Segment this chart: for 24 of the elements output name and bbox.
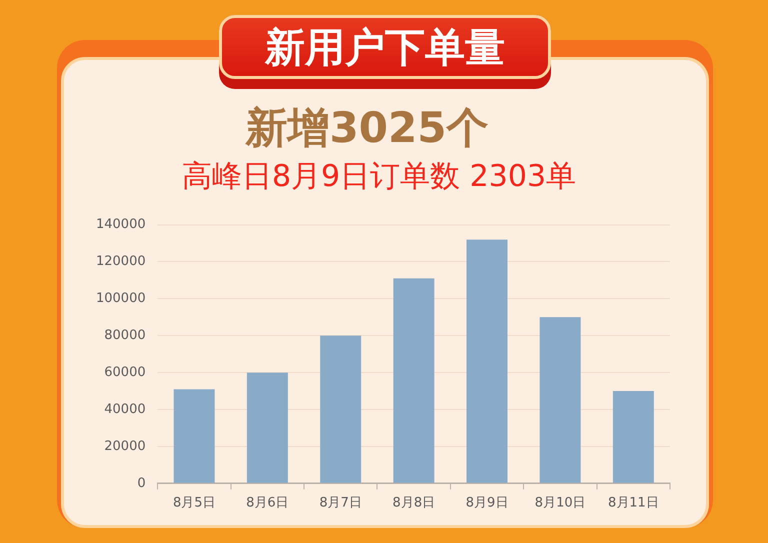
x-tick-label: 8月11日 [608,496,659,511]
bar [540,317,581,483]
x-tick-label: 8月8日 [392,496,436,511]
x-tick-label: 8月5日 [172,496,216,511]
text: 高峰日8月9日订单数 2303单 [180,158,578,196]
y-tick-label: 40000 [104,402,146,417]
y-tick-label: 140000 [96,217,146,232]
bar [174,389,215,483]
x-tick-label: 8月10日 [534,496,586,511]
bar [320,336,362,483]
x-tick-label: 8月7日 [319,496,362,511]
chart-subtitle: 新增3025个 [244,102,490,154]
y-tick-label: 60000 [104,364,146,380]
bar [612,391,654,483]
x-tick-label: 8月9日 [466,496,508,511]
bar [466,240,508,483]
bar [246,372,288,483]
y-tick-label: 100000 [96,291,146,306]
x-tick-label: 8月6日 [246,496,289,511]
y-tick-label: 80000 [104,328,146,344]
y-tick-label: 120000 [96,254,146,270]
bar [393,278,434,483]
y-tick-label: 0 [137,476,146,491]
y-tick-label: 20000 [104,438,146,454]
